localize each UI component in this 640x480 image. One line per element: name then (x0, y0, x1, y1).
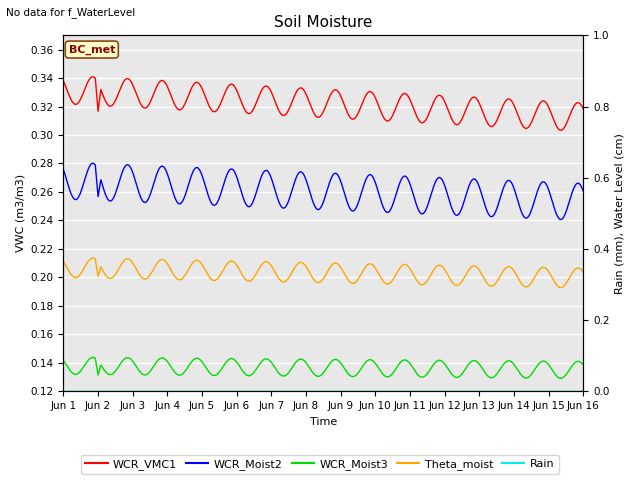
Rain (355, 388, 363, 394)
WCR_VMC1 (122, 77, 129, 83)
Rain (579, 388, 587, 394)
Theta_moist (60, 259, 67, 264)
WCR_VMC1 (60, 78, 67, 84)
WCR_VMC1 (89, 74, 97, 80)
Theta_moist (579, 269, 587, 275)
WCR_Moist2 (60, 167, 67, 173)
WCR_Moist2 (89, 160, 97, 166)
Text: BC_met: BC_met (68, 45, 115, 55)
Rain (280, 388, 288, 394)
WCR_VMC1 (100, 95, 108, 101)
Rain (300, 388, 308, 394)
Rain (121, 388, 129, 394)
Theta_moist (100, 270, 108, 276)
Theta_moist (89, 255, 97, 261)
Legend: WCR_VMC1, WCR_Moist2, WCR_Moist3, Theta_moist, Rain: WCR_VMC1, WCR_Moist2, WCR_Moist3, Theta_… (81, 455, 559, 474)
WCR_Moist2 (301, 173, 308, 179)
Rain (60, 388, 67, 394)
Theta_moist (356, 274, 364, 280)
WCR_Moist2 (100, 187, 108, 193)
Line: WCR_Moist3: WCR_Moist3 (63, 358, 583, 378)
X-axis label: Time: Time (310, 417, 337, 427)
WCR_VMC1 (557, 127, 564, 133)
Theta_moist (122, 257, 129, 263)
Theta_moist (291, 264, 299, 270)
WCR_VMC1 (579, 106, 587, 112)
WCR_Moist3 (291, 360, 299, 366)
Text: No data for f_WaterLevel: No data for f_WaterLevel (6, 7, 136, 18)
Line: WCR_VMC1: WCR_VMC1 (63, 77, 583, 130)
WCR_Moist3 (60, 358, 67, 363)
WCR_Moist3 (557, 375, 564, 381)
Rain (100, 388, 108, 394)
WCR_Moist2 (291, 178, 299, 184)
Line: Theta_moist: Theta_moist (63, 258, 583, 288)
WCR_Moist3 (89, 355, 97, 360)
WCR_Moist2 (122, 163, 129, 169)
Y-axis label: VWC (m3/m3): VWC (m3/m3) (15, 174, 25, 252)
Line: WCR_Moist2: WCR_Moist2 (63, 163, 583, 219)
WCR_Moist3 (122, 356, 129, 361)
WCR_Moist3 (301, 358, 308, 364)
Theta_moist (280, 279, 288, 285)
WCR_Moist3 (100, 367, 108, 372)
Y-axis label: Rain (mm), Water Level (cm): Rain (mm), Water Level (cm) (615, 133, 625, 294)
WCR_Moist3 (356, 368, 364, 374)
Title: Soil Moisture: Soil Moisture (274, 15, 372, 30)
WCR_VMC1 (280, 112, 288, 118)
WCR_VMC1 (356, 107, 364, 113)
WCR_Moist2 (280, 205, 288, 211)
Theta_moist (557, 285, 564, 290)
Theta_moist (301, 262, 308, 267)
WCR_Moist2 (557, 216, 564, 222)
WCR_Moist3 (280, 373, 288, 379)
Rain (291, 388, 298, 394)
WCR_Moist2 (579, 188, 587, 194)
WCR_Moist3 (579, 362, 587, 368)
WCR_Moist2 (356, 196, 364, 202)
WCR_VMC1 (291, 92, 299, 97)
WCR_VMC1 (301, 88, 308, 94)
